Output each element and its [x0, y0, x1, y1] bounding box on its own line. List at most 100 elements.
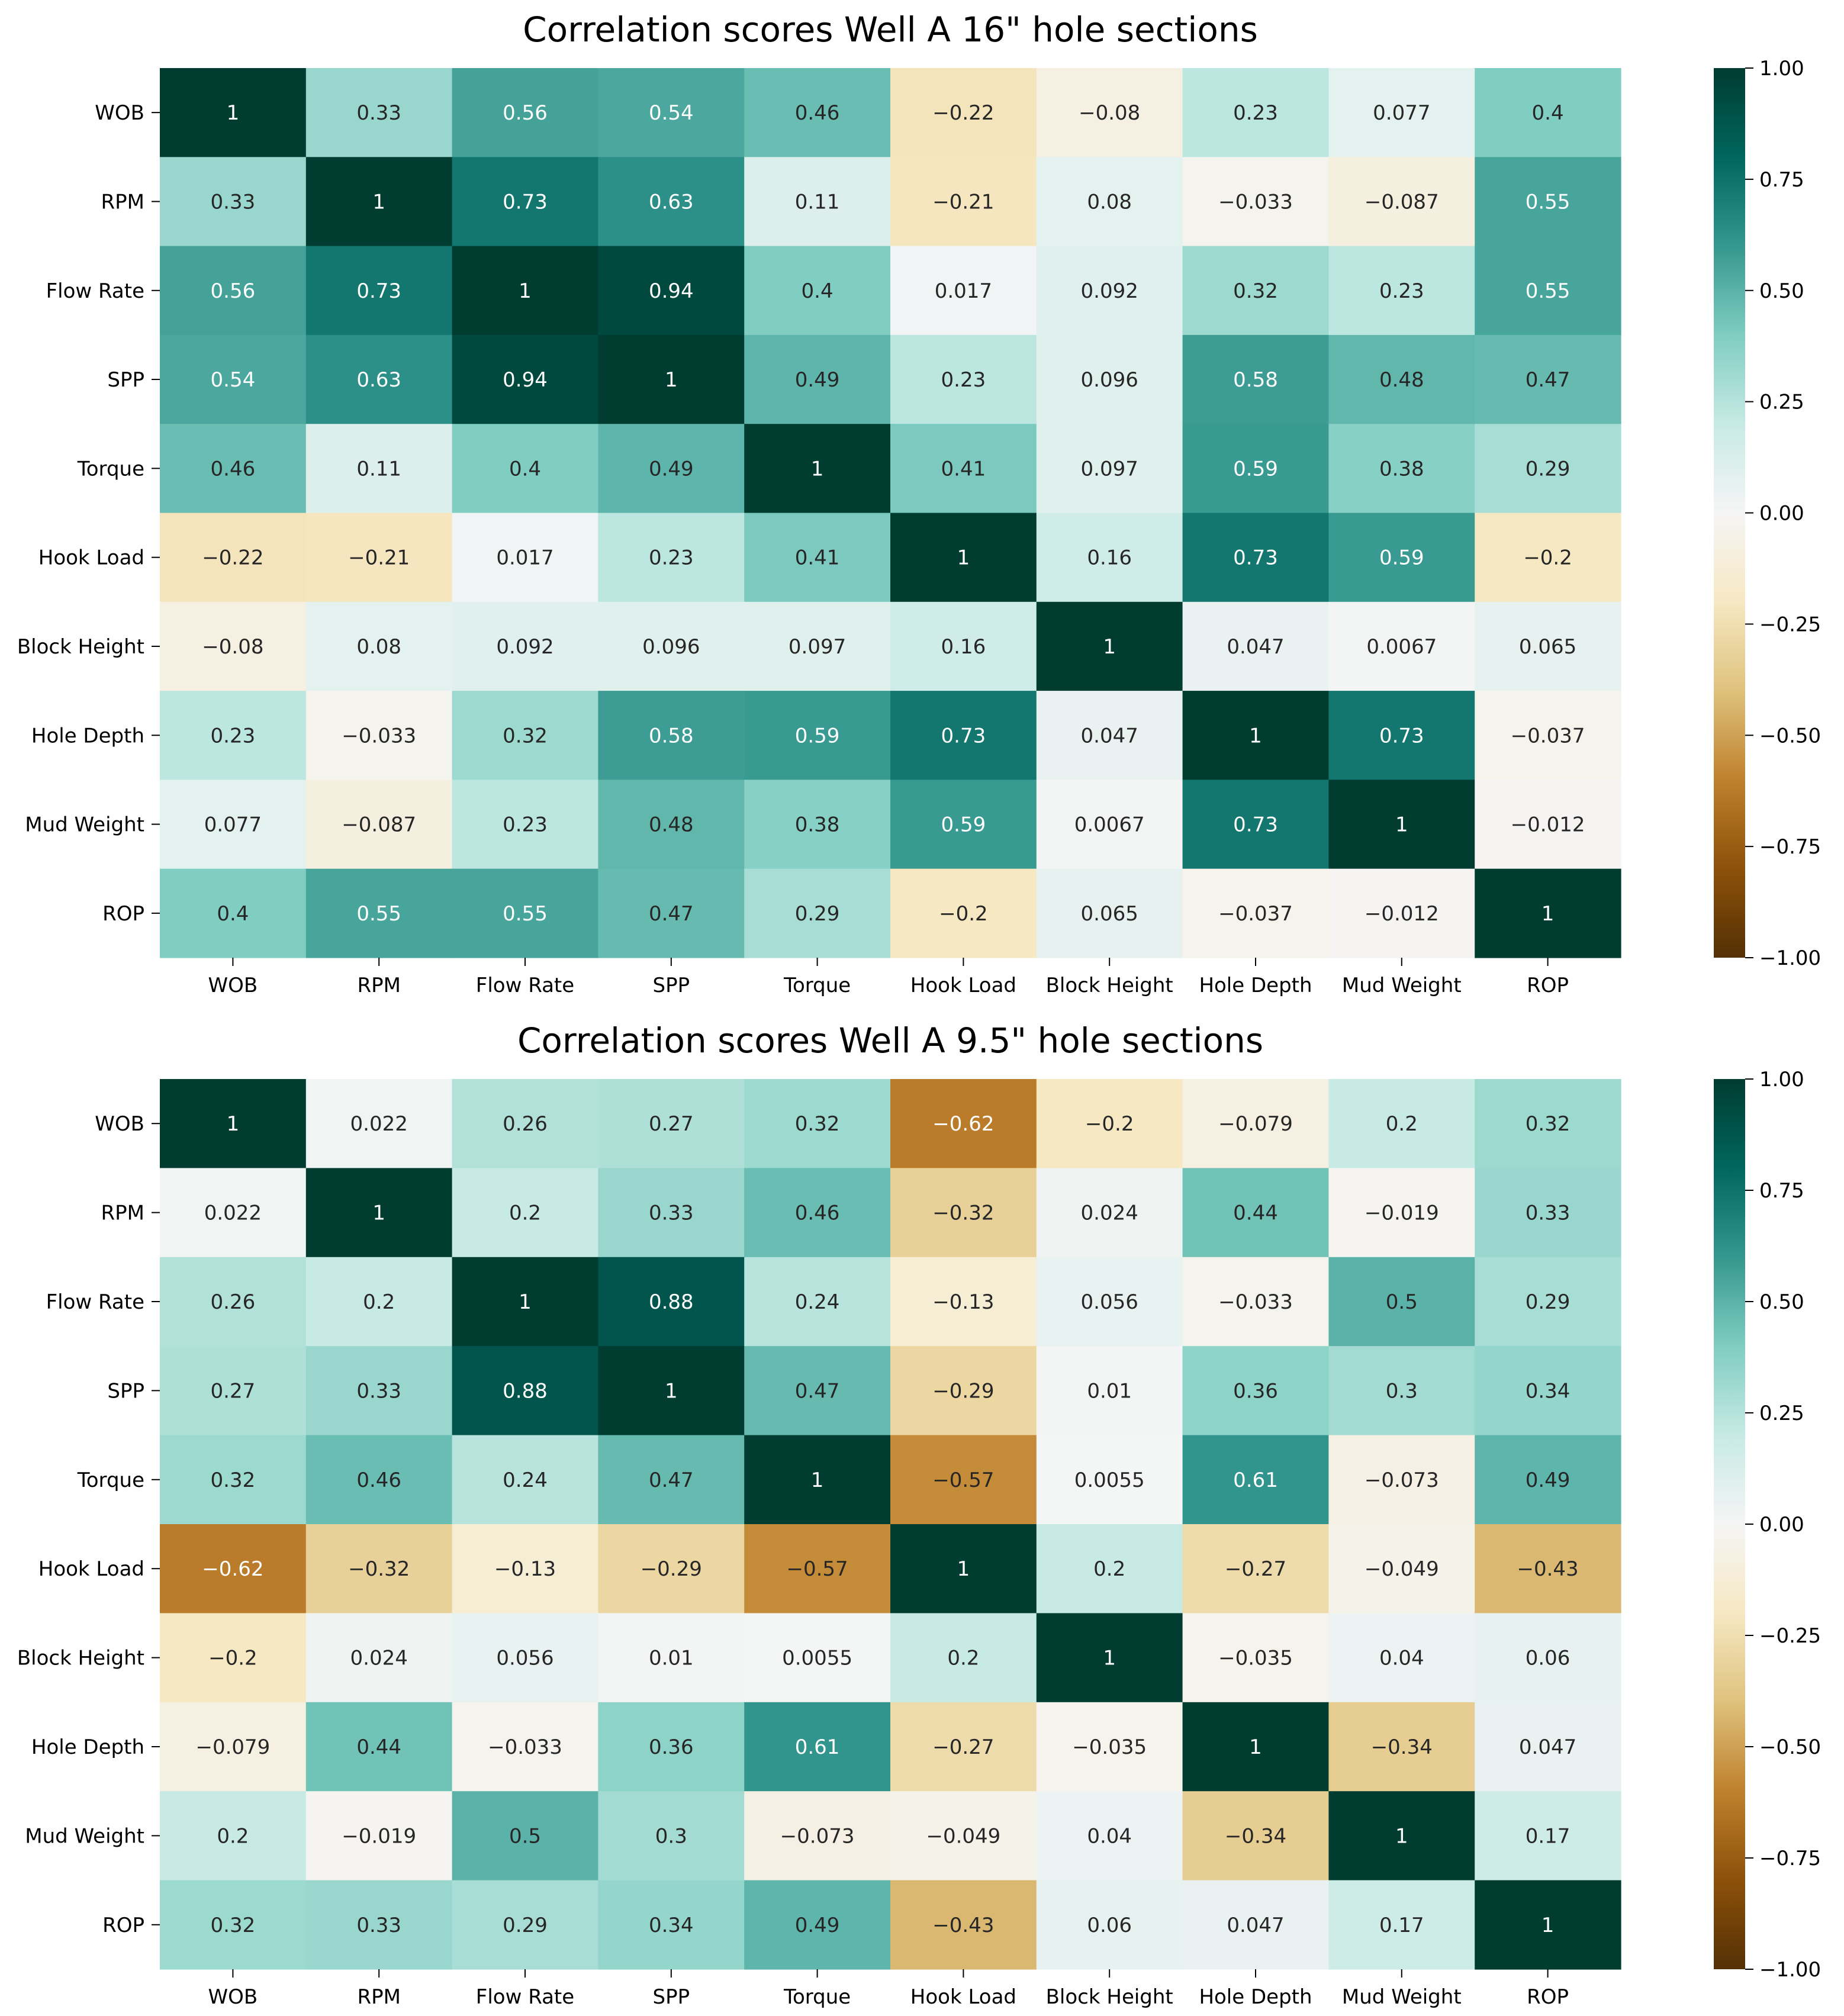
cell-value-label: 0.097 [789, 635, 846, 659]
colorbar-tick-label: −0.50 [1759, 724, 1821, 748]
y-tick-label: WOB [95, 101, 144, 125]
heatmap-cell [452, 1168, 598, 1258]
heatmap-cell [744, 1524, 891, 1614]
y-tick-label: Hook Load [38, 546, 144, 570]
heatmap-cell [452, 780, 598, 869]
heatmap-cell [890, 1079, 1037, 1168]
heatmap-cell [305, 1435, 453, 1525]
heatmap-cell [160, 601, 307, 691]
x-tick-label: WOB [208, 974, 258, 997]
heatmap-cell [160, 691, 307, 780]
cell-value-label: 1 [1103, 1647, 1116, 1670]
heatmap-cell [452, 601, 598, 691]
cell-value-label: 0.38 [1379, 457, 1424, 481]
colorbar-tick-label: 1.00 [1759, 1068, 1804, 1091]
cell-value-label: −0.2 [208, 1647, 258, 1670]
heatmap-cell [452, 424, 598, 514]
y-tick-label: Block Height [17, 1647, 144, 1670]
heatmap-cell [598, 1613, 745, 1703]
y-tick-label: ROP [102, 902, 144, 926]
heatmap-cell [160, 424, 307, 514]
colorbar-tick-label: −0.75 [1759, 835, 1821, 859]
cell-value-label: 0.23 [941, 368, 986, 392]
heatmap-cell [160, 513, 307, 603]
cell-value-label: 0.024 [1081, 1202, 1138, 1225]
heatmap-cell [1036, 780, 1183, 869]
cell-value-label: 0.2 [947, 1647, 979, 1670]
cell-value-label: 0.047 [1227, 1914, 1284, 1937]
heatmap-cell [305, 334, 453, 424]
heatmap-cell [1036, 1168, 1183, 1258]
cell-value-label: 1 [1249, 1735, 1262, 1759]
cell-value-label: 0.56 [503, 101, 548, 125]
heatmap-cell [598, 1168, 745, 1258]
cell-value-label: 0.23 [1233, 101, 1278, 125]
x-tick-label: ROP [1527, 1985, 1569, 2009]
heatmap-cell [160, 1435, 307, 1525]
cell-value-label: −0.21 [348, 546, 410, 570]
heatmap-cell [160, 1257, 307, 1347]
x-tick-label: WOB [208, 1985, 258, 2009]
heatmap-cell [1475, 1079, 1621, 1168]
heatmap-cell [598, 68, 745, 157]
cell-value-label: 0.94 [649, 279, 694, 303]
heatmap-cell [1475, 513, 1621, 603]
cell-value-label: 1 [665, 368, 678, 392]
heatmap-cell [1475, 1524, 1621, 1614]
heatmap-cell [744, 1346, 891, 1436]
heatmap-cell [305, 868, 453, 958]
cell-value-label: −0.033 [342, 724, 416, 748]
cell-value-label: 0.34 [649, 1914, 694, 1937]
cell-value-label: 0.59 [1379, 546, 1424, 570]
cell-value-label: −0.13 [494, 1557, 556, 1581]
cell-value-label: 0.23 [503, 813, 548, 837]
heatmap-cell [160, 246, 307, 336]
heatmap-cell [598, 1880, 745, 1970]
cell-value-label: 0.04 [1379, 1647, 1424, 1670]
colorbar-tick-label: 0.50 [1759, 279, 1804, 303]
cell-value-label: 0.58 [1233, 368, 1278, 392]
heatmap-cell [305, 1880, 453, 1970]
cell-value-label: 0.88 [503, 1379, 548, 1403]
x-tick-label: Flow Rate [476, 1985, 574, 2009]
cell-value-label: −0.2 [939, 902, 988, 926]
heatmap-cell [598, 780, 745, 869]
heatmap-2: Correlation scores Well A 9.5" hole sect… [17, 1020, 1821, 2009]
cell-value-label: 0.33 [356, 1379, 401, 1403]
colorbar-tick-label: 1.00 [1759, 57, 1804, 80]
heatmap-cell [598, 1702, 745, 1792]
cell-value-label: 0.2 [217, 1824, 249, 1848]
heatmap-cell [1328, 246, 1475, 336]
heatmap-cell [452, 1702, 598, 1792]
cell-value-label: 0.096 [1081, 368, 1138, 392]
heatmap-cell [598, 1346, 745, 1436]
cell-value-label: −0.079 [195, 1735, 270, 1759]
heatmap-cell [452, 1079, 598, 1168]
heatmap-cell [890, 1880, 1037, 1970]
cell-value-label: 0.63 [649, 190, 694, 214]
heatmap-cell [1475, 1880, 1621, 1970]
heatmap-cell [890, 424, 1037, 514]
cell-value-label: 1 [811, 457, 824, 481]
heatmap-cell [598, 157, 745, 247]
heatmap-cell [305, 1257, 453, 1347]
colorbar-tick-label: −1.00 [1759, 1958, 1821, 1982]
heatmap-cell [452, 868, 598, 958]
heatmap-cell [305, 601, 453, 691]
cell-value-label: 0.2 [1093, 1557, 1125, 1581]
cell-value-label: 0.33 [356, 1914, 401, 1937]
cell-value-label: 0.73 [1233, 546, 1278, 570]
colorbar-tick-label: −0.25 [1759, 1624, 1821, 1648]
heatmap-cell [1036, 68, 1183, 157]
cell-value-label: 0.2 [363, 1290, 395, 1314]
cell-value-label: 0.46 [795, 1202, 840, 1225]
cell-value-label: 0.4 [802, 279, 833, 303]
cell-value-label: −0.087 [342, 813, 416, 837]
heatmap-cell [1475, 1257, 1621, 1347]
cell-value-label: 0.06 [1087, 1914, 1132, 1937]
colorbar-gradient [1714, 68, 1745, 958]
cell-value-label: −0.073 [1365, 1468, 1439, 1492]
cell-value-label: 0.32 [1233, 279, 1278, 303]
heatmap-cell [452, 246, 598, 336]
heatmap-cell [1036, 1435, 1183, 1525]
